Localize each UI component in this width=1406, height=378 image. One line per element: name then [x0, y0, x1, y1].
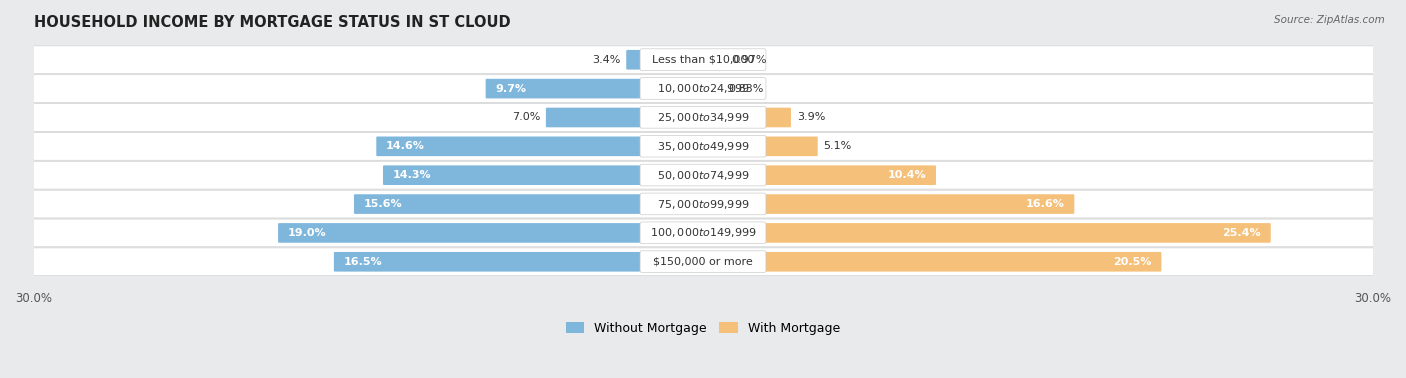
FancyBboxPatch shape [24, 219, 1382, 247]
Text: $10,000 to $24,999: $10,000 to $24,999 [657, 82, 749, 95]
FancyBboxPatch shape [640, 135, 766, 157]
FancyBboxPatch shape [354, 194, 704, 214]
Legend: Without Mortgage, With Mortgage: Without Mortgage, With Mortgage [565, 322, 841, 335]
Text: 16.6%: 16.6% [1025, 199, 1064, 209]
Text: 25.4%: 25.4% [1222, 228, 1261, 238]
FancyBboxPatch shape [382, 166, 704, 185]
Text: 7.0%: 7.0% [512, 113, 540, 122]
FancyBboxPatch shape [626, 50, 704, 70]
FancyBboxPatch shape [640, 222, 766, 243]
Text: 5.1%: 5.1% [824, 141, 852, 151]
Text: $35,000 to $49,999: $35,000 to $49,999 [657, 140, 749, 153]
FancyBboxPatch shape [640, 193, 766, 215]
Text: 16.5%: 16.5% [343, 257, 382, 267]
FancyBboxPatch shape [24, 46, 1382, 74]
Text: $50,000 to $74,999: $50,000 to $74,999 [657, 169, 749, 182]
FancyBboxPatch shape [702, 79, 723, 98]
Text: $150,000 or more: $150,000 or more [654, 257, 752, 267]
Text: Source: ZipAtlas.com: Source: ZipAtlas.com [1274, 15, 1385, 25]
FancyBboxPatch shape [24, 190, 1382, 218]
FancyBboxPatch shape [278, 223, 704, 243]
Text: 14.6%: 14.6% [387, 141, 425, 151]
Text: $100,000 to $149,999: $100,000 to $149,999 [650, 226, 756, 239]
FancyBboxPatch shape [702, 50, 725, 70]
FancyBboxPatch shape [24, 161, 1382, 189]
Text: 19.0%: 19.0% [288, 228, 326, 238]
FancyBboxPatch shape [377, 136, 704, 156]
FancyBboxPatch shape [702, 252, 1161, 272]
Text: Less than $10,000: Less than $10,000 [652, 55, 754, 65]
FancyBboxPatch shape [640, 107, 766, 128]
FancyBboxPatch shape [546, 108, 704, 127]
Text: 20.5%: 20.5% [1114, 257, 1152, 267]
FancyBboxPatch shape [485, 79, 704, 98]
Text: 10.4%: 10.4% [887, 170, 927, 180]
FancyBboxPatch shape [640, 251, 766, 273]
FancyBboxPatch shape [640, 49, 766, 70]
FancyBboxPatch shape [24, 132, 1382, 160]
FancyBboxPatch shape [702, 108, 792, 127]
Text: 9.7%: 9.7% [495, 84, 526, 94]
Text: 14.3%: 14.3% [392, 170, 432, 180]
FancyBboxPatch shape [640, 77, 766, 99]
Text: 0.83%: 0.83% [728, 84, 763, 94]
Text: 15.6%: 15.6% [364, 199, 402, 209]
FancyBboxPatch shape [24, 75, 1382, 102]
Text: $25,000 to $34,999: $25,000 to $34,999 [657, 111, 749, 124]
Text: $75,000 to $99,999: $75,000 to $99,999 [657, 198, 749, 211]
Text: HOUSEHOLD INCOME BY MORTGAGE STATUS IN ST CLOUD: HOUSEHOLD INCOME BY MORTGAGE STATUS IN S… [34, 15, 510, 30]
FancyBboxPatch shape [333, 252, 704, 272]
FancyBboxPatch shape [24, 104, 1382, 131]
Text: 3.4%: 3.4% [592, 55, 620, 65]
FancyBboxPatch shape [640, 164, 766, 186]
FancyBboxPatch shape [24, 248, 1382, 276]
FancyBboxPatch shape [702, 223, 1271, 243]
FancyBboxPatch shape [702, 166, 936, 185]
Text: 0.97%: 0.97% [731, 55, 766, 65]
FancyBboxPatch shape [702, 136, 818, 156]
Text: 3.9%: 3.9% [797, 113, 825, 122]
FancyBboxPatch shape [702, 194, 1074, 214]
